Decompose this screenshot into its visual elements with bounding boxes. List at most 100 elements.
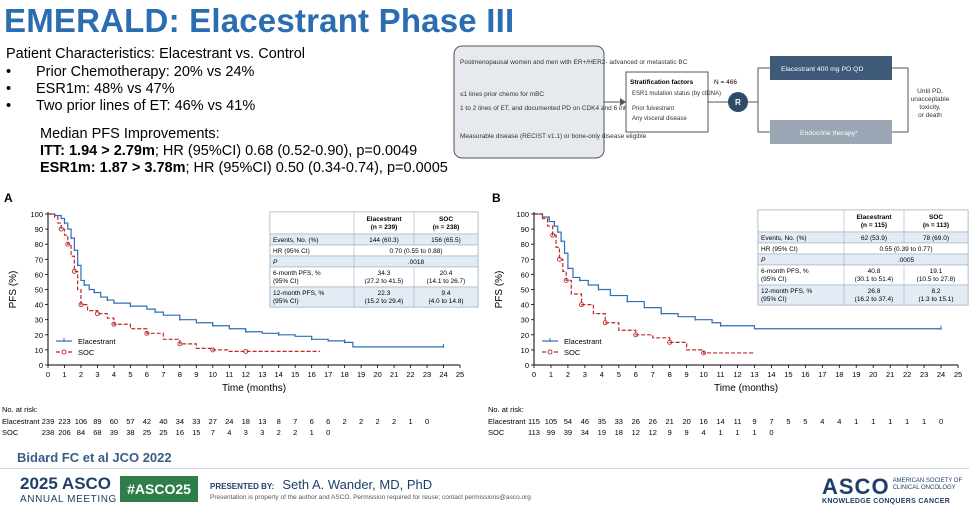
table-cell: P [273, 259, 278, 266]
patient-bullet-3: • Two prior lines of ET: 46% vs 41% [6, 98, 256, 114]
at-risk-value: 0 [939, 417, 943, 426]
x-tick-label: 9 [194, 370, 198, 379]
km-line-elacestrant [48, 213, 444, 348]
table-cell: 20.4 [440, 270, 453, 277]
x-tick-label: 25 [954, 370, 962, 379]
y-axis-label: PFS (%) [494, 271, 505, 309]
trial-schema: Postmenopausal women and men with ER+/HE… [453, 45, 950, 159]
x-tick-label: 12 [242, 370, 250, 379]
y-tick-label: 60 [521, 270, 529, 279]
y-tick-label: 0 [39, 361, 43, 370]
y-tick-label: 100 [516, 210, 529, 219]
table-cell: .0018 [408, 259, 425, 266]
until-line-3: toxicity, [919, 104, 940, 111]
legend-label: Elacestrant [564, 337, 602, 346]
at-risk-value: 5 [803, 417, 807, 426]
x-tick-label: 5 [617, 370, 621, 379]
patient-bullet-2: • ESR1m: 48% vs 47% [6, 81, 175, 97]
at-risk-label: No. at risk: [2, 405, 38, 414]
at-risk-value: 5 [786, 417, 790, 426]
stratification-title: Stratification factors [630, 79, 694, 86]
table-cell: Events, No. (%) [273, 237, 319, 244]
patient-characteristics-heading: Patient Characteristics: Elacestrant vs.… [6, 46, 305, 62]
table-cell: (30.1 to 51.4) [855, 276, 894, 283]
x-tick-label: 5 [128, 370, 132, 379]
x-tick-label: 1 [62, 370, 66, 379]
at-risk-value: 0 [326, 428, 330, 437]
table-cell: 62 (53.9) [861, 235, 887, 242]
x-tick-label: 15 [291, 370, 299, 379]
censor-mark [563, 277, 569, 283]
at-risk-value: 1 [310, 428, 314, 437]
table-cell: Elacestrant [856, 214, 892, 221]
y-tick-label: 80 [521, 240, 529, 249]
at-risk-value: 1 [871, 417, 875, 426]
y-tick-label: 50 [35, 286, 43, 295]
table-cell: 12-month PFS, % [273, 290, 325, 297]
at-risk-value: 99 [547, 428, 555, 437]
table-cell: (n = 239) [371, 224, 398, 231]
strat-item-3: Any visceral disease [632, 116, 687, 122]
at-risk-value: 7 [293, 417, 297, 426]
x-tick-label: 25 [456, 370, 464, 379]
at-risk-value: 35 [598, 417, 606, 426]
x-tick-label: 11 [717, 370, 725, 379]
panel-label: A [4, 191, 13, 205]
at-risk-value: 8 [277, 417, 281, 426]
at-risk-value: 1 [718, 428, 722, 437]
at-risk-value: 12 [649, 428, 657, 437]
eligibility-item-4: Measurable disease (RECIST v1.1) or bone… [460, 133, 647, 140]
table-cell: (n = 238) [433, 224, 460, 231]
censor-mark [701, 350, 707, 356]
at-risk-value: 9 [752, 417, 756, 426]
at-risk-value: 6 [326, 417, 330, 426]
at-risk-value: 3 [244, 428, 248, 437]
table-cell: (95% CI) [273, 298, 299, 305]
at-risk-value: 0 [425, 417, 429, 426]
at-risk-value: 7 [211, 428, 215, 437]
y-tick-label: 20 [521, 331, 529, 340]
at-risk-value: 1 [735, 428, 739, 437]
at-risk-value: 84 [77, 428, 85, 437]
x-tick-label: 17 [818, 370, 826, 379]
x-tick-label: 7 [651, 370, 655, 379]
at-risk-value: 46 [581, 417, 589, 426]
at-risk-value: 68 [93, 428, 101, 437]
sample-size: N = 466 [714, 79, 737, 86]
km-line-elacestrant [534, 213, 942, 330]
censor-mark [556, 256, 562, 262]
table-cell: 9.4 [441, 290, 450, 297]
censor-mark [243, 348, 249, 354]
until-line-4: or death [918, 112, 942, 119]
y-tick-label: 40 [521, 301, 529, 310]
censor-mark [58, 226, 64, 232]
elacestrant-arm-label: Elacestrant 400 mg PO QD [781, 66, 863, 73]
x-tick-label: 23 [423, 370, 431, 379]
at-risk-value: 4 [837, 417, 841, 426]
censor-mark [177, 341, 183, 347]
at-risk-value: 6 [310, 417, 314, 426]
eligibility-item-3: 1 to 2 lines of ET, and documented PD on… [460, 105, 643, 112]
at-risk-value: 16 [176, 428, 184, 437]
presenter-name: Seth A. Wander, MD, PhD [282, 477, 433, 492]
hashtag-badge: #ASCO25 [120, 476, 198, 502]
at-risk-value: 115 [528, 417, 540, 426]
randomization-circle [728, 92, 748, 112]
y-tick-label: 90 [521, 225, 529, 234]
at-risk-value: 89 [93, 417, 101, 426]
at-risk-value: 34 [176, 417, 184, 426]
x-tick-label: 12 [733, 370, 741, 379]
at-risk-value: 12 [632, 428, 640, 437]
at-risk-value: 24 [225, 417, 233, 426]
until-line-1: Until PD, [917, 88, 943, 95]
table-cell: 0.55 (0.39 to 0.77) [879, 246, 932, 253]
at-risk-value: 2 [343, 417, 347, 426]
censor-mark [667, 339, 673, 345]
y-tick-label: 30 [35, 316, 43, 325]
citation: Bidard FC et al JCO 2022 [17, 450, 172, 465]
x-tick-label: 2 [79, 370, 83, 379]
x-tick-label: 8 [178, 370, 182, 379]
y-tick-label: 70 [35, 255, 43, 264]
